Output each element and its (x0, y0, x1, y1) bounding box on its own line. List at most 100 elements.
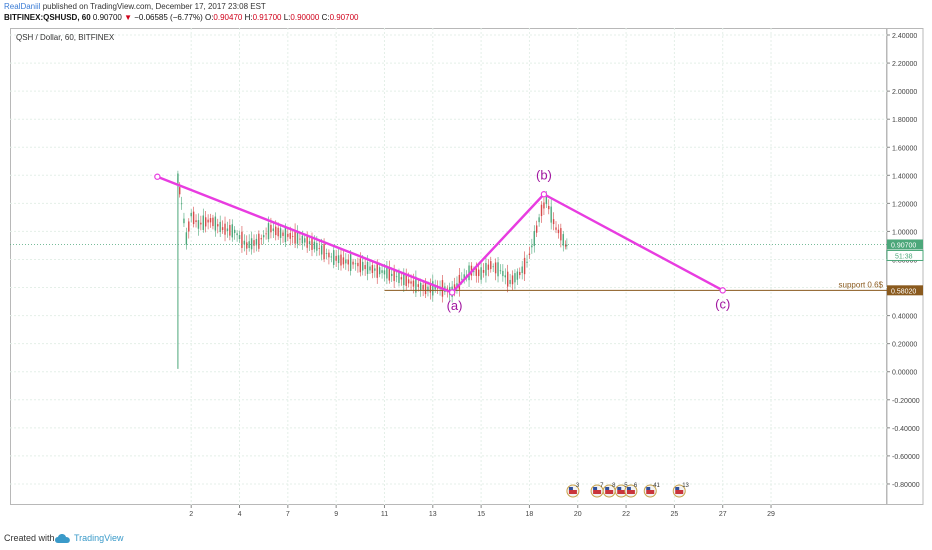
candle-body (340, 254, 342, 266)
y-tick-label: 1.60000 (892, 145, 917, 152)
trend-line-handle[interactable] (719, 287, 726, 294)
event-flag-canton (605, 487, 610, 490)
candle-body (246, 242, 248, 249)
x-tick-label: 13 (429, 511, 437, 518)
candle-body (241, 231, 243, 248)
candle-body (403, 273, 405, 286)
event-count: 5 (624, 483, 628, 489)
y-tick-label: -0.20000 (892, 398, 920, 405)
x-tick-label: 29 (767, 511, 775, 518)
candle-body (531, 245, 533, 248)
y-tick-label: 1.00000 (892, 229, 917, 236)
candle-body (504, 275, 506, 278)
candle-body (308, 241, 311, 245)
candle-body (564, 244, 567, 247)
candle-body (369, 266, 371, 271)
drawings[interactable]: support 0.6$ (a) (b) (c) (10, 168, 887, 313)
x-axis: 2 4 7 9 11 13 15 18 20 22 25 27 29 (189, 505, 775, 518)
y-tick-label: 1.20000 (892, 201, 917, 208)
candle-body (391, 273, 393, 276)
tradingview-brand-link[interactable]: TradingView (74, 533, 124, 543)
x-tick-label: 20 (574, 511, 582, 518)
x-tick-label: 27 (719, 511, 727, 518)
candle-body (262, 235, 265, 238)
event-badges[interactable]: 3 7 8 5 6 41 13 (566, 483, 690, 498)
symbol-name: BITFINEX:QSHUSD, 60 (4, 13, 91, 22)
candle-body (179, 187, 181, 195)
candle-body (352, 261, 354, 265)
candle-body (221, 227, 224, 231)
x-tick-label: 4 (238, 511, 242, 518)
x-tick-label: 7 (286, 511, 290, 518)
y-axis: 2.40000 2.20000 2.00000 1.80000 1.60000 1.400… (886, 33, 924, 489)
candle-body (214, 216, 217, 231)
candle-body (238, 235, 241, 240)
last-price: 0.90700 (92, 13, 122, 22)
candle-body (494, 262, 497, 274)
candle-body (333, 250, 335, 265)
candle-body (282, 232, 284, 236)
support-price-label: 0.58020 (891, 288, 916, 295)
candle-body (514, 273, 516, 283)
candle-body (231, 224, 233, 238)
candle-body (511, 275, 514, 285)
price-chart[interactable]: support 0.6$ (a) (b) (c) 2.40000 2.20000 2.00… (10, 28, 924, 528)
candle-body (347, 259, 349, 265)
event-flag-stripe (605, 490, 614, 494)
event-count: 6 (634, 483, 638, 489)
open-value: 0.90470 (213, 13, 243, 22)
candle-body (272, 228, 275, 231)
trend-line[interactable] (450, 193, 546, 294)
grid (10, 28, 887, 505)
trend-line-handle[interactable] (448, 289, 456, 296)
candle-body (190, 212, 192, 217)
price-change: −0.06585 (−6.77%) (134, 13, 203, 22)
candle-body (374, 268, 376, 271)
event-flag-stripe (593, 490, 602, 494)
trend-line-handle[interactable] (154, 173, 161, 180)
candle-body (342, 257, 345, 265)
trend-line[interactable] (542, 193, 724, 292)
candle-body (328, 252, 330, 258)
candle-body (258, 233, 260, 249)
candle-body (482, 270, 485, 273)
trend-line-handle[interactable] (540, 191, 548, 198)
candle-body (253, 240, 255, 246)
open-label: O: (204, 13, 214, 22)
candle-body (371, 265, 374, 273)
candle-body (456, 283, 458, 288)
author-link[interactable]: RealDaniil (4, 2, 41, 11)
candle-body (289, 233, 291, 239)
x-tick-label: 22 (622, 511, 630, 518)
candle-body (185, 232, 188, 245)
axis-panel-right (886, 28, 924, 505)
candle-body (521, 266, 523, 274)
candle-body (224, 223, 226, 235)
candle-body (345, 259, 347, 264)
tradingview-cloud-icon[interactable] (54, 532, 72, 544)
trend-line[interactable] (156, 175, 454, 294)
candle-body (499, 270, 502, 272)
y-tick-label: 0.20000 (892, 342, 917, 349)
low-label: L: (283, 13, 291, 22)
event-flag-canton (617, 487, 622, 490)
event-flag-stripe (617, 490, 626, 494)
y-tick-label: -0.80000 (892, 482, 920, 489)
x-tick-label: 25 (670, 511, 678, 518)
close-label: C: (321, 13, 330, 22)
y-tick-label: -0.60000 (892, 454, 920, 461)
y-tick-label: -0.40000 (892, 426, 920, 433)
candle-body (229, 225, 231, 236)
footer: Created with TradingView (0, 528, 932, 550)
candle-body (279, 228, 282, 238)
plot-frame (10, 28, 887, 505)
countdown-badge (886, 249, 924, 261)
candle-body (248, 241, 250, 248)
candle-body (335, 255, 337, 261)
candle-body (233, 229, 236, 234)
candle-body (393, 270, 395, 282)
candle-body (209, 218, 212, 223)
created-with-text: Created with (4, 533, 55, 543)
candle-body (509, 279, 511, 284)
y-tick-label: 1.80000 (892, 117, 917, 124)
